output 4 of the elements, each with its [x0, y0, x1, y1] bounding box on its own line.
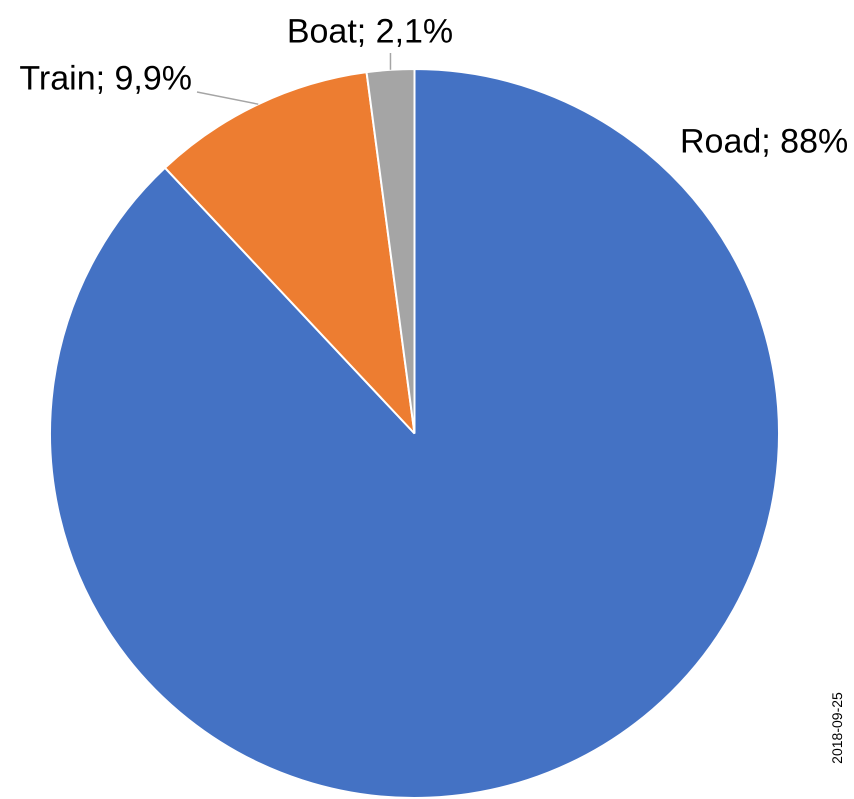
slice-label: Boat; 2,1%	[286, 12, 454, 50]
slice-label: Road; 88%	[680, 122, 848, 160]
text: 2018-09-25	[828, 692, 845, 764]
slice-label: Train; 9,9%	[19, 59, 192, 98]
